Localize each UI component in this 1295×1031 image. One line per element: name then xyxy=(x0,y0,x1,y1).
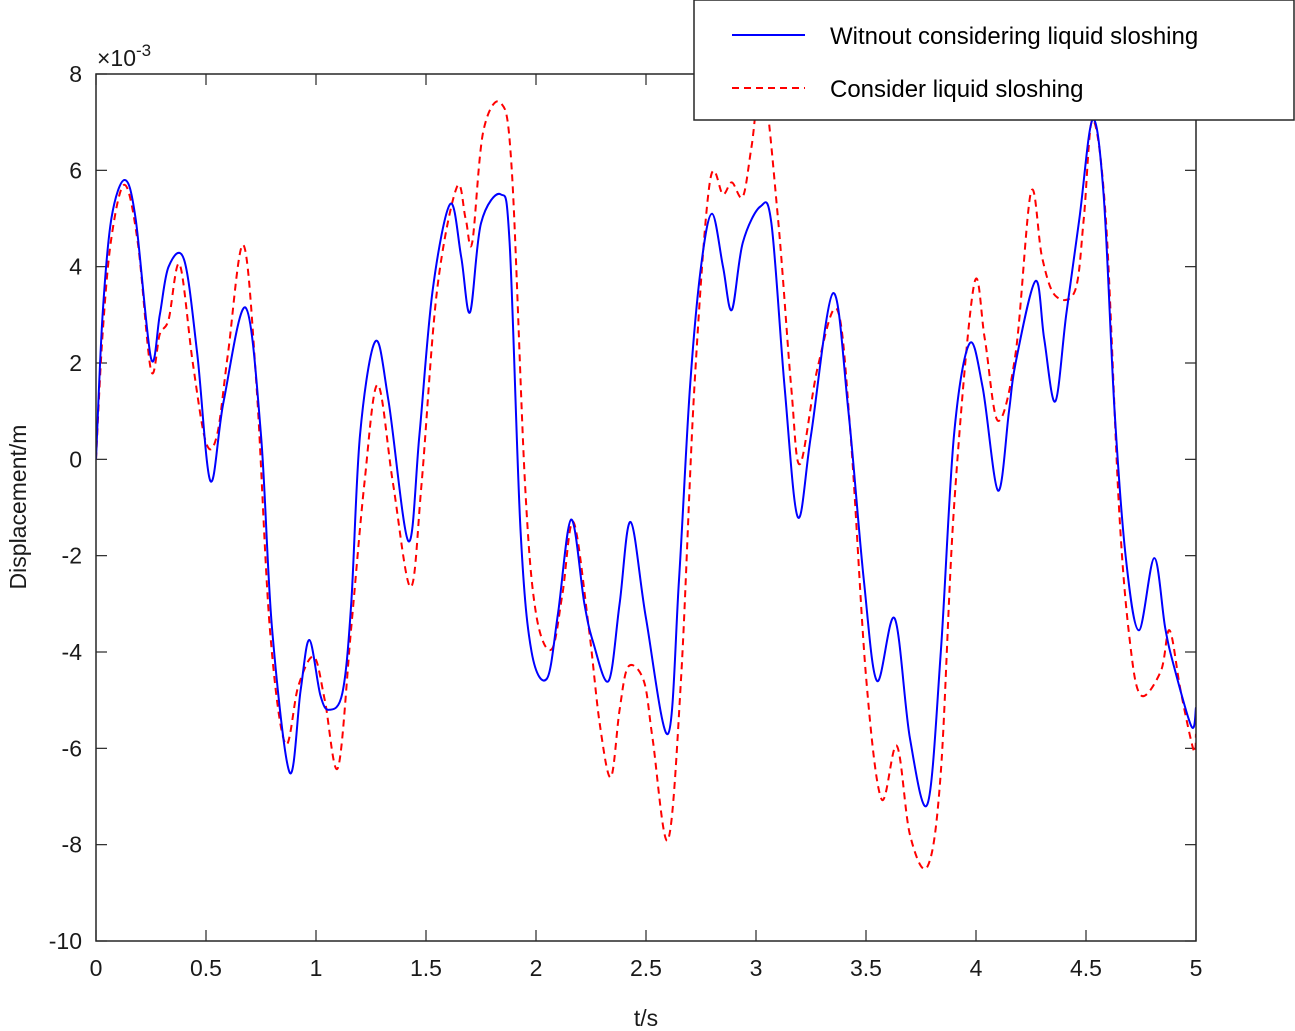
y-tick-label: 2 xyxy=(69,350,82,376)
x-tick-label: 2 xyxy=(530,955,543,981)
x-tick-label: 3 xyxy=(750,955,763,981)
legend-label: Consider liquid sloshing xyxy=(830,76,1083,103)
y-tick-label: -4 xyxy=(62,639,83,665)
x-tick-label: 0 xyxy=(90,955,103,981)
y-exponent-power: -3 xyxy=(136,41,151,60)
axis-labels: t/s Displacement/m ×10-3 xyxy=(5,41,658,1031)
y-exponent-label: ×10-3 xyxy=(97,41,151,71)
y-tick-label: 0 xyxy=(69,446,82,472)
y-tick-label: -2 xyxy=(62,543,82,569)
series-line-with-sloshing xyxy=(96,76,1196,870)
x-axis-label: t/s xyxy=(634,1005,658,1031)
legend: Witnout considering liquid sloshing Cons… xyxy=(693,0,1295,121)
axes: 0 0.5 1 1.5 2 2.5 3 3.5 4 4.5 5 -10 -8 -6 -4 -2 0 2 4 6 8 xyxy=(49,61,1203,981)
x-tick-label: 4.5 xyxy=(1070,955,1102,981)
x-tick-label: 0.5 xyxy=(190,955,222,981)
plot-frame xyxy=(95,73,1197,942)
y-tick-label: -6 xyxy=(62,735,82,761)
y-tick-label: -8 xyxy=(62,832,82,858)
x-tick-label: 4 xyxy=(970,955,983,981)
x-tick-label: 1.5 xyxy=(410,955,442,981)
series-layer xyxy=(96,76,1196,870)
y-tick-label: -10 xyxy=(49,928,82,954)
y-axis-label: Displacement/m xyxy=(5,425,31,590)
series-line-without-sloshing xyxy=(96,118,1196,808)
legend-box xyxy=(693,0,1295,121)
x-tick-label: 5 xyxy=(1190,955,1203,981)
y-exponent-base: ×10 xyxy=(97,45,136,71)
y-tick-label: 8 xyxy=(69,61,82,87)
legend-item-without-sloshing: Witnout considering liquid sloshing xyxy=(732,23,1198,50)
x-tick-label: 2.5 xyxy=(630,955,662,981)
plot-border xyxy=(95,73,1197,942)
y-tick-label: 4 xyxy=(69,254,82,280)
legend-label: Witnout considering liquid sloshing xyxy=(830,23,1198,50)
x-tick-label: 3.5 xyxy=(850,955,882,981)
x-tick-label: 1 xyxy=(310,955,323,981)
y-tick-label: 6 xyxy=(69,157,82,183)
legend-item-with-sloshing: Consider liquid sloshing xyxy=(732,76,1083,103)
